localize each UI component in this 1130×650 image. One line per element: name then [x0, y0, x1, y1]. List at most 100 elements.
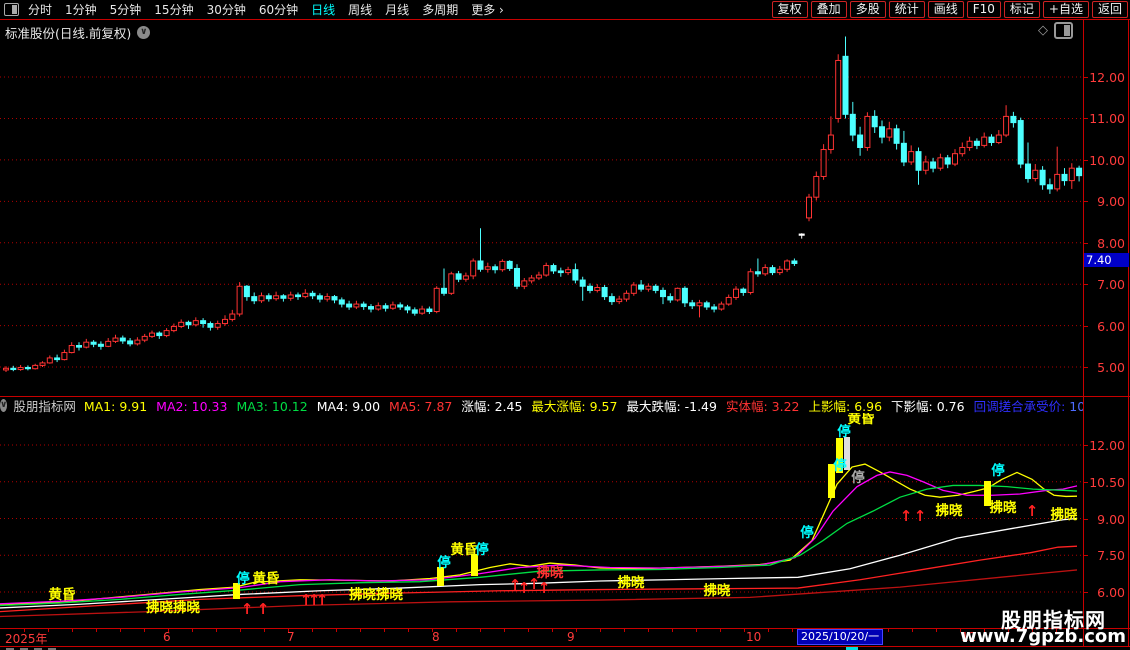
- candle: [368, 306, 374, 310]
- axis-tick-mark: [768, 629, 769, 632]
- candle: [981, 136, 988, 146]
- candle: [236, 285, 243, 315]
- signal-text-marker: 拂晓: [618, 574, 646, 591]
- price-axis-label: 12.00: [1089, 70, 1125, 86]
- candle: [725, 296, 732, 305]
- candle: [39, 362, 46, 366]
- main-candle-chart[interactable]: [0, 20, 1083, 396]
- menu-item-30分钟[interactable]: 30分钟: [206, 3, 246, 17]
- candle: [477, 260, 484, 270]
- month-label-9: 9: [567, 630, 575, 644]
- axis-tick-mark: [72, 629, 73, 632]
- panel-layout-icon[interactable]: [1054, 22, 1073, 39]
- up-arrow-marker: ↑: [1026, 502, 1039, 520]
- candle: [733, 288, 739, 298]
- axis-tick-mark: [168, 629, 169, 632]
- toolbar-button-返回[interactable]: 返回: [1091, 1, 1128, 18]
- toolbar-button-统计[interactable]: 统计: [888, 1, 925, 18]
- candle: [229, 313, 236, 320]
- ma-line-MA4: [0, 517, 1078, 609]
- candle: [127, 340, 134, 345]
- axis-tick-mark: [504, 629, 505, 632]
- menu-item-1分钟[interactable]: 1分钟: [65, 3, 97, 17]
- candle: [1061, 173, 1068, 182]
- candle: [192, 320, 199, 326]
- param-实体幅: 实体幅: 3.22: [725, 399, 800, 413]
- signal-text-marker: 停: [833, 457, 847, 474]
- menu-item-15分钟[interactable]: 15分钟: [154, 3, 194, 17]
- menu-item-多周期[interactable]: 多周期: [422, 3, 459, 17]
- diamond-icon[interactable]: ◇: [1038, 23, 1048, 38]
- price-axis-label: 8.00: [1097, 235, 1125, 251]
- year-label: 2025年: [5, 632, 48, 646]
- chevron-down-icon[interactable]: ∨: [137, 26, 151, 39]
- toolbar-button-标记[interactable]: 标记: [1003, 1, 1040, 18]
- signal-bar: [437, 567, 444, 586]
- toolbar-button-叠加[interactable]: 叠加: [810, 1, 847, 18]
- axis-tick-mark: [648, 629, 649, 632]
- candle: [163, 330, 170, 337]
- toolbar-button-画线[interactable]: 画线: [927, 1, 964, 18]
- candle: [492, 266, 499, 271]
- signal-text-marker: 拂晓: [704, 582, 732, 599]
- candle: [287, 294, 294, 299]
- candle: [638, 284, 645, 290]
- candle: [455, 273, 462, 280]
- candle: [871, 115, 878, 128]
- period-menu-bar: 分时 1分钟 5分钟 15分钟 30分钟 60分钟 日线 周线 月线 多周期 更多 › 复权 叠加 多股…: [0, 0, 1130, 19]
- axis-tick-mark: [576, 629, 577, 632]
- up-arrow-marker: ↑: [300, 591, 313, 609]
- candle: [1032, 169, 1039, 180]
- candle: [112, 337, 119, 342]
- ma-line-life-line: [0, 569, 1078, 618]
- toolbar-button-复权[interactable]: 复权: [771, 1, 808, 18]
- candle: [17, 366, 24, 371]
- indicator-chevron-icon[interactable]: ∨: [0, 399, 8, 412]
- axis-line: [0, 628, 1130, 629]
- menu-item-日线[interactable]: 日线: [311, 3, 336, 17]
- axis-tick: [1083, 284, 1088, 286]
- candle: [900, 142, 907, 163]
- toolbar-button-F10[interactable]: F10: [966, 1, 1001, 18]
- candle: [857, 134, 864, 148]
- candle: [623, 292, 630, 300]
- candle: [535, 274, 542, 279]
- candle: [295, 294, 301, 298]
- candle: [309, 292, 316, 297]
- axis-tick-mark: [480, 629, 481, 632]
- menu-item-更多 ›[interactable]: 更多 ›: [471, 3, 504, 17]
- menu-item-分时[interactable]: 分时: [28, 3, 53, 17]
- menu-item-月线[interactable]: 月线: [385, 3, 410, 17]
- candle: [973, 140, 980, 146]
- toolbar-button-多股[interactable]: 多股: [849, 1, 886, 18]
- price-axis-label: 9.00: [1097, 194, 1125, 210]
- candle: [776, 268, 783, 274]
- candle: [747, 271, 754, 293]
- candle: [608, 296, 615, 303]
- candle: [149, 332, 155, 337]
- candle: [324, 296, 331, 300]
- menu-item-周线[interactable]: 周线: [348, 3, 373, 17]
- candle: [937, 157, 944, 169]
- candle: [346, 303, 353, 308]
- candle: [441, 287, 447, 294]
- candle: [68, 345, 75, 354]
- candle: [76, 345, 82, 348]
- param-MA2: MA2: 10.33: [156, 399, 228, 413]
- toolbar-button-+自选[interactable]: +自选: [1042, 1, 1089, 18]
- candle: [886, 128, 893, 138]
- menu-item-60分钟[interactable]: 60分钟: [258, 3, 299, 17]
- candle: [762, 267, 769, 275]
- param-涨幅: 涨幅: 2.45: [461, 399, 523, 413]
- signal-text-marker: 拂晓: [1051, 506, 1079, 523]
- chart-title-row: 标准股份(日线.前复权) ∨: [5, 23, 151, 42]
- candle: [338, 299, 345, 305]
- axis-tick: [1083, 445, 1088, 446]
- candle: [696, 302, 703, 307]
- candle: [462, 275, 469, 280]
- window-layout-icon[interactable]: [4, 3, 19, 16]
- price-axis-label: 10.00: [1089, 152, 1125, 168]
- menu-item-5分钟[interactable]: 5分钟: [109, 3, 142, 17]
- candle: [1046, 184, 1053, 190]
